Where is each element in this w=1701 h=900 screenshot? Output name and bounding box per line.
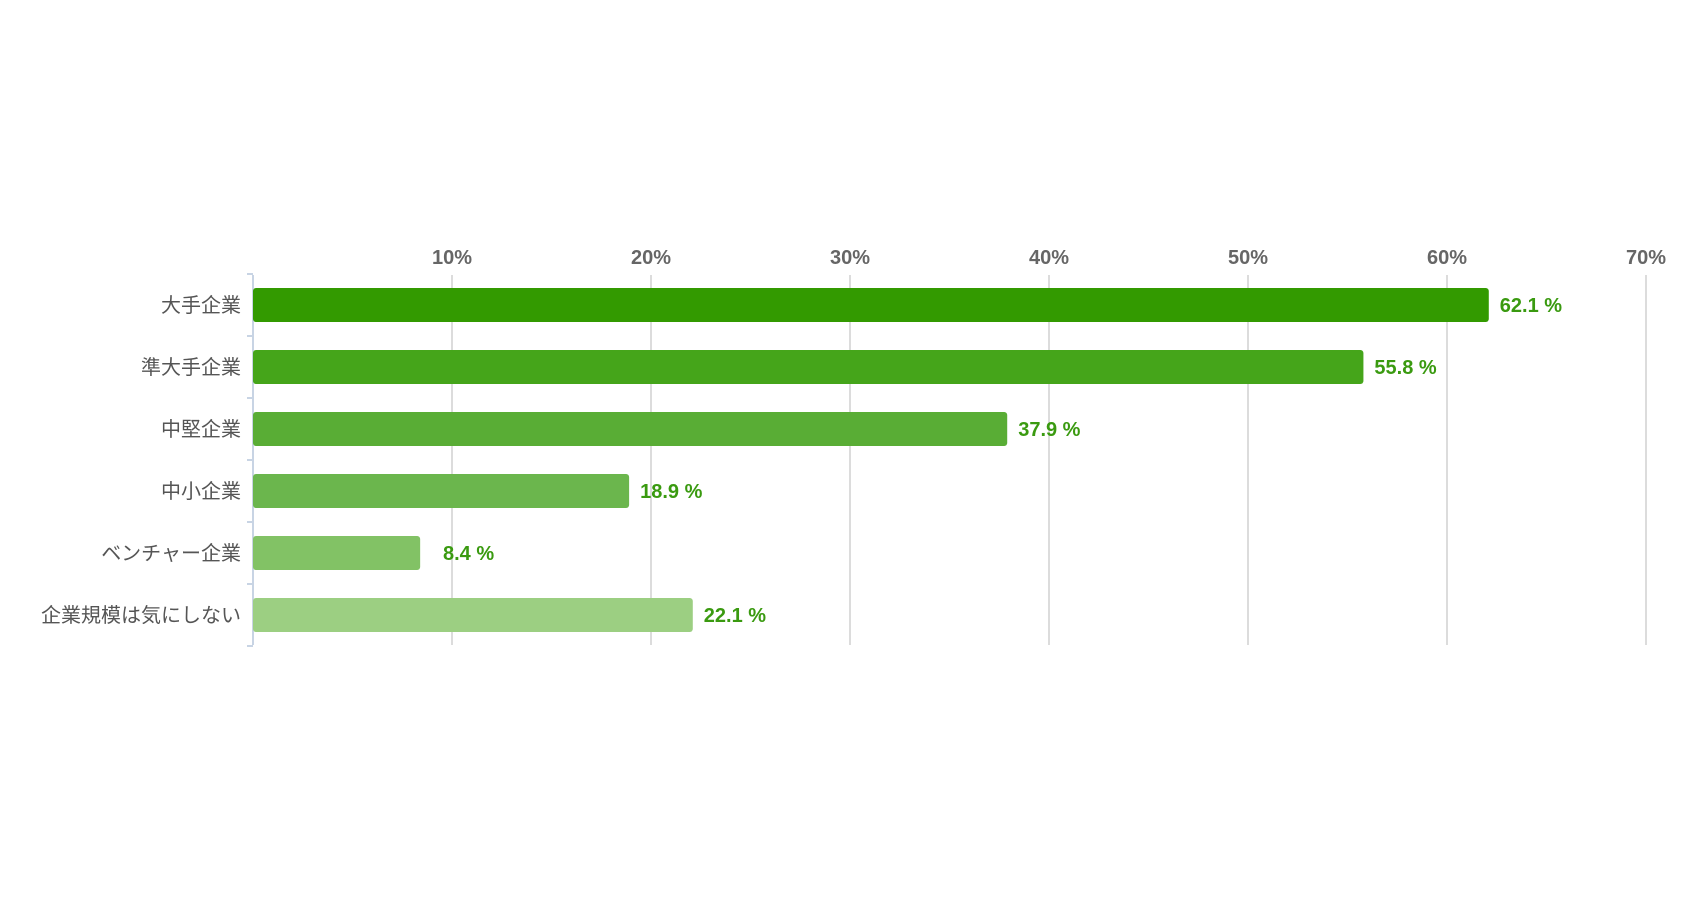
bar	[253, 598, 693, 632]
value-labels: 62.1 % 55.8 % 37.9 % 18.9 % 8.4 % 22.1 %	[443, 295, 1562, 627]
bar	[253, 412, 1008, 446]
value-label: 18.9 %	[640, 481, 702, 503]
x-tick-label: 70%	[1626, 247, 1666, 269]
x-tick-labels: 10% 20% 30% 40% 50% 60% 70%	[432, 247, 1666, 269]
value-label: 37.9 %	[1018, 419, 1080, 441]
x-tick-label: 30%	[830, 247, 870, 269]
bar	[253, 350, 1364, 384]
value-label: 8.4 %	[443, 543, 494, 565]
x-tick-label: 50%	[1228, 247, 1268, 269]
bar	[253, 288, 1489, 322]
category-label: 大手企業	[161, 293, 241, 317]
category-axis	[247, 273, 254, 647]
category-label: ベンチャー企業	[101, 541, 241, 565]
x-tick-label: 10%	[432, 247, 472, 269]
bar	[253, 474, 630, 508]
value-label: 22.1 %	[704, 605, 766, 627]
category-label: 企業規模は気にしない	[41, 603, 241, 627]
category-label: 準大手企業	[141, 355, 241, 379]
x-tick-label: 60%	[1427, 247, 1467, 269]
x-tick-label: 40%	[1029, 247, 1069, 269]
category-label: 中堅企業	[161, 417, 241, 441]
value-label: 55.8 %	[1374, 357, 1436, 379]
bars	[253, 288, 1489, 632]
category-label: 中小企業	[161, 479, 241, 503]
bar	[253, 536, 421, 570]
value-label: 62.1 %	[1500, 295, 1562, 317]
x-tick-label: 20%	[631, 247, 671, 269]
gridlines	[451, 275, 1647, 645]
